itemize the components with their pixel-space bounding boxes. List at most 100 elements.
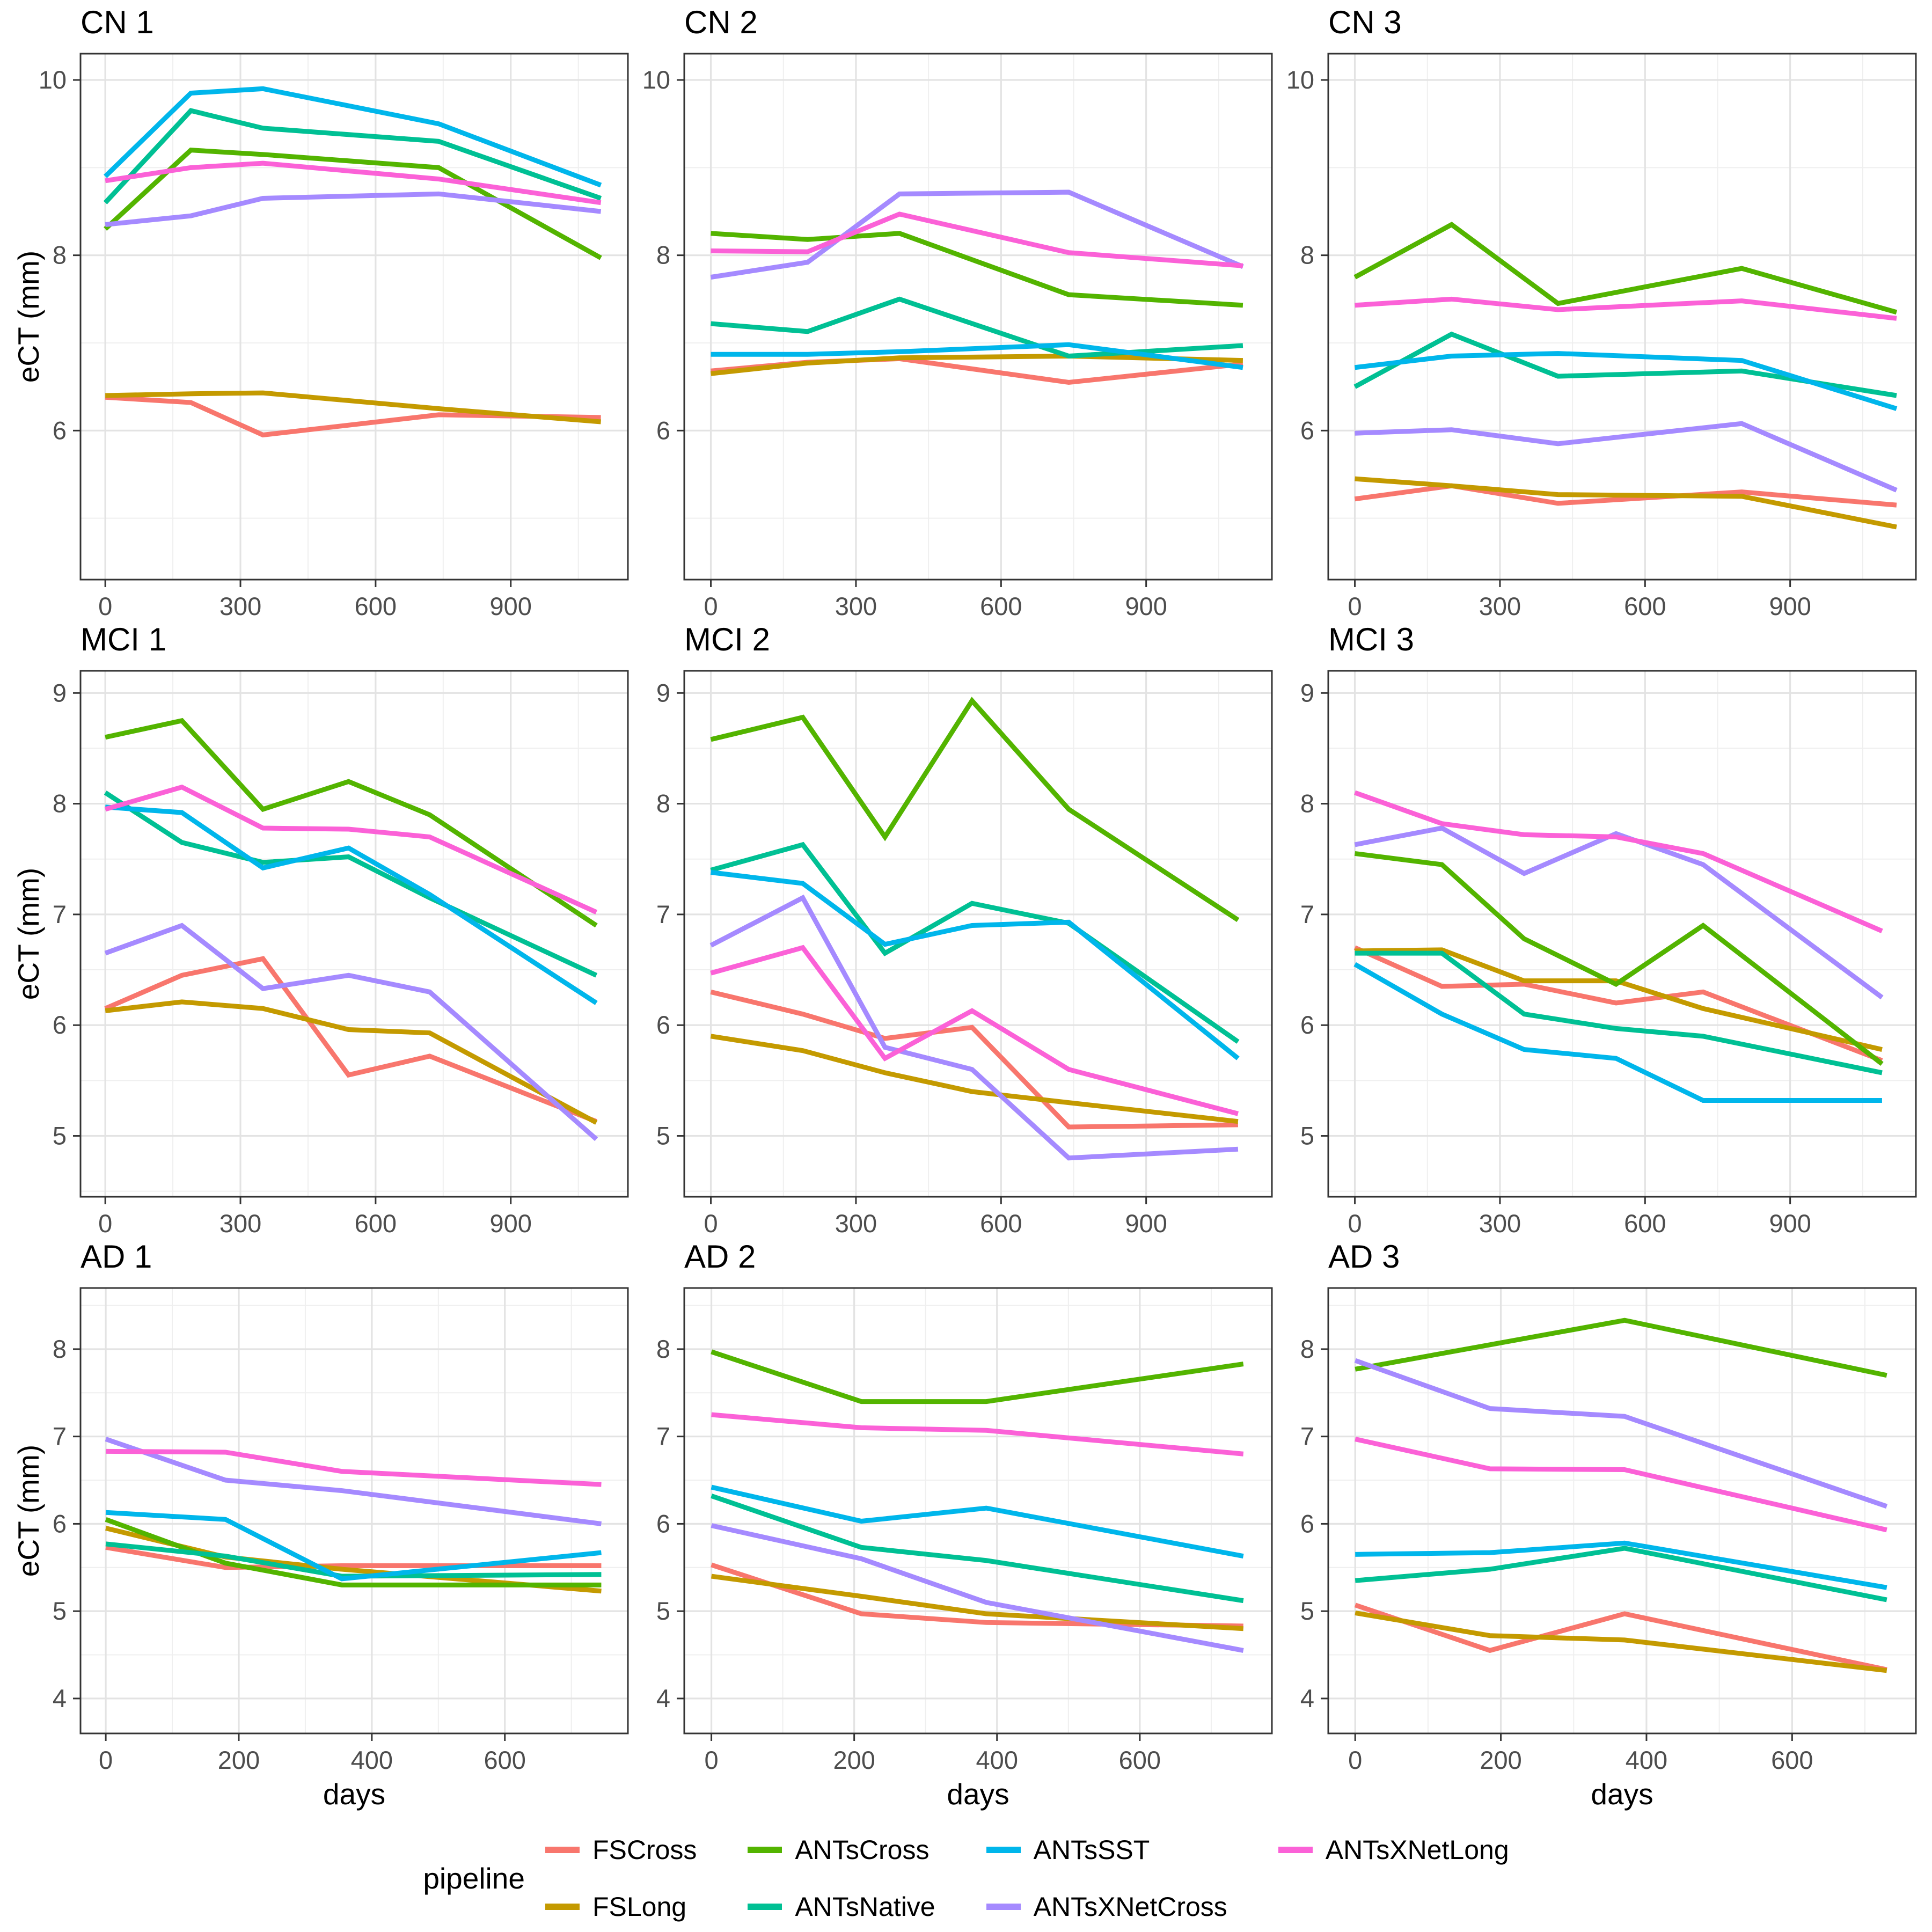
series-lines <box>105 1437 602 1594</box>
legend: pipeline FSCross FSLong ANTsCross ANTsNativ… <box>0 1825 1932 1932</box>
x-axis-title: days <box>323 1777 385 1811</box>
gridlines <box>684 671 1272 1197</box>
y-tick-label: 6 <box>53 1011 67 1039</box>
x-tick-label: 0 <box>99 1746 113 1774</box>
x-tick-label: 600 <box>1624 592 1666 617</box>
legend-key-line-icon <box>986 1904 1021 1910</box>
y-tick-label: 7 <box>53 900 67 928</box>
y-tick-label: 5 <box>53 1122 67 1150</box>
panel-title: CN 3 <box>1328 4 1402 40</box>
series-line-ANTsXNetLong <box>710 945 1239 1116</box>
x-tick-label: 900 <box>1125 1209 1167 1234</box>
x-tick-label: 300 <box>1479 1209 1521 1234</box>
y-tick-label: 5 <box>1300 1122 1314 1150</box>
series-line-ANTsCross <box>711 231 1243 308</box>
legend-key-line-icon <box>748 1847 782 1853</box>
gridlines <box>80 54 628 580</box>
series-line-ANTsXNetCross <box>104 923 598 1141</box>
series-lines <box>1354 1318 1888 1673</box>
y-tick-label: 4 <box>53 1684 67 1713</box>
series-line-ANTsCross <box>105 1517 602 1587</box>
x-tick-label: 0 <box>1348 1746 1362 1774</box>
series-line-ANTsSST <box>711 342 1243 370</box>
y-tick-label: 8 <box>1300 1335 1314 1363</box>
x-tick-label: 400 <box>351 1746 393 1774</box>
y-tick-label: 10 <box>644 65 670 94</box>
legend-label: ANTsCross <box>795 1835 930 1865</box>
series-lines <box>103 86 602 438</box>
series-line-ANTsXNetCross <box>711 1523 1244 1653</box>
y-tick-label: 5 <box>53 1597 67 1625</box>
x-tick-label: 0 <box>704 1746 718 1774</box>
series-line-ANTsXNetCross <box>105 1437 602 1526</box>
x-tick-label: 900 <box>490 1209 532 1234</box>
x-axis-title: days <box>1591 1777 1653 1811</box>
panel-background <box>0 1234 644 1825</box>
y-tick-label: 10 <box>1288 65 1314 94</box>
x-tick-label: 300 <box>835 1209 877 1234</box>
x-tick-label: 600 <box>980 592 1022 617</box>
y-tick-label: 7 <box>53 1422 67 1451</box>
panel-background <box>644 1234 1288 1825</box>
series-line-ANTsXNetLong <box>711 1412 1244 1457</box>
panel-title: CN 1 <box>80 4 154 40</box>
y-tick-label: 8 <box>656 1335 670 1363</box>
x-tick-label: 900 <box>1125 592 1167 617</box>
series-line-ANTsXNetLong <box>106 1448 602 1487</box>
panel-background <box>1288 617 1932 1234</box>
panel-ad-1-chart: 0 200 400 600 4 5 6 7 8 AD 1 eCT (mm) days <box>0 1234 644 1825</box>
gridlines <box>1328 671 1916 1197</box>
panel-title: AD 3 <box>1328 1239 1400 1275</box>
legend-item-ANTsXNetCross: ANTsXNetCross <box>986 1891 1227 1923</box>
x-tick-label: 600 <box>355 1209 397 1234</box>
series-line-ANTsXNetLong <box>1355 296 1897 321</box>
series-lines <box>1353 222 1898 530</box>
y-tick-label: 9 <box>656 678 670 707</box>
y-tick-label: 6 <box>656 1509 670 1538</box>
series-lines <box>711 1349 1244 1653</box>
series-line-ANTsXNetCross <box>1354 1358 1888 1509</box>
axes: 0 300 600 900 5 6 7 8 9 <box>53 678 532 1234</box>
legend-key-line-icon <box>986 1847 1021 1853</box>
axes: 0 300 600 900 6 8 10 <box>644 65 1167 617</box>
y-tick-label: 4 <box>1300 1684 1314 1713</box>
y-tick-label: 8 <box>656 241 670 269</box>
gridlines <box>1328 54 1916 580</box>
series-line-ANTsSST <box>105 1510 602 1582</box>
y-tick-label: 7 <box>656 1422 670 1451</box>
x-tick-label: 600 <box>1624 1209 1666 1234</box>
panel-background <box>0 0 644 617</box>
series-line-FSLong <box>105 390 601 425</box>
panel-mci-3-chart: 0 300 600 900 5 6 7 8 9 MCI 3 <box>1288 617 1932 1234</box>
series-line-ANTsXNetCross <box>709 894 1239 1161</box>
series-line-ANTsXNetCross <box>1354 825 1884 1000</box>
x-tick-label: 300 <box>835 592 877 617</box>
series-line-ANTsNative <box>105 1541 602 1579</box>
series-line-ANTsXNetLong <box>104 784 598 914</box>
legend-column: ANTsCross ANTsNative <box>748 1834 935 1923</box>
panel-ad-3-chart: 0 200 400 600 4 5 6 7 8 AD 3 days <box>1288 1234 1932 1825</box>
series-line-ANTsNative <box>1353 331 1897 398</box>
legend-key-line-icon <box>1278 1847 1313 1853</box>
panel-title: MCI 3 <box>1328 621 1414 657</box>
legend-column: FSCross FSLong <box>545 1834 697 1923</box>
legend-key-line-icon <box>545 1904 580 1910</box>
legend-label: ANTsNative <box>795 1892 935 1922</box>
series-line-FSCross <box>1353 945 1883 1063</box>
x-tick-label: 900 <box>1769 1209 1811 1234</box>
panel-border <box>79 53 629 581</box>
legend-items: FSCross FSLong ANTsCross ANTsNative ANTsSST A… <box>545 1834 1509 1923</box>
y-axis-title: eCT (mm) <box>12 251 45 383</box>
series-line-FSCross <box>105 394 601 438</box>
series-line-ANTsSST <box>105 804 598 1005</box>
series-line-ANTsCross <box>1353 222 1898 315</box>
x-tick-label: 900 <box>1769 592 1811 617</box>
x-tick-label: 600 <box>355 592 397 617</box>
y-tick-label: 6 <box>1300 1509 1314 1538</box>
series-line-ANTsNative <box>1355 950 1883 1075</box>
y-tick-label: 7 <box>1300 1422 1314 1451</box>
y-tick-label: 10 <box>39 65 67 94</box>
y-axis-title: eCT (mm) <box>12 868 45 1000</box>
y-tick-label: 5 <box>1300 1597 1314 1625</box>
